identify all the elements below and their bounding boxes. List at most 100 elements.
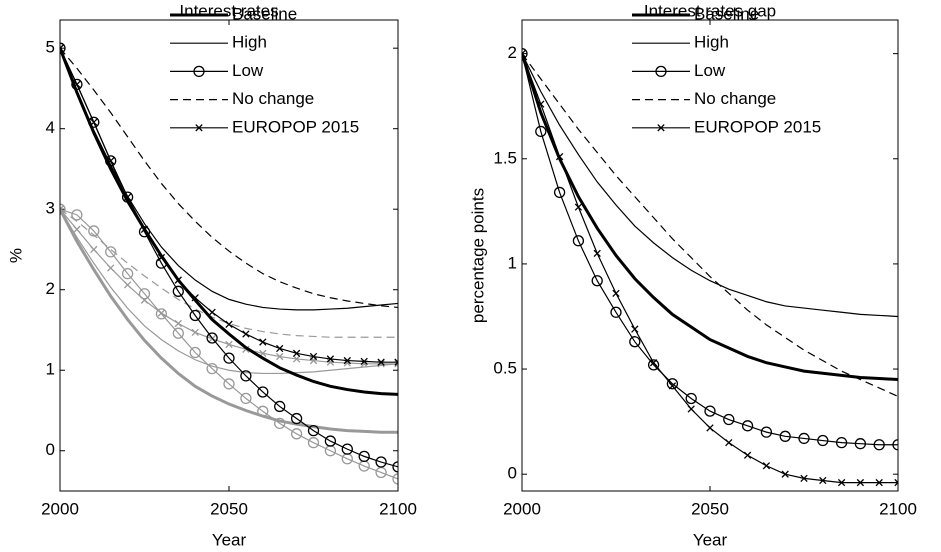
marker <box>574 203 583 211</box>
marker <box>138 288 151 300</box>
marker <box>223 378 235 390</box>
marker <box>666 378 679 390</box>
marker <box>358 450 370 463</box>
marker <box>307 437 320 449</box>
y-tick-label: 2 <box>508 43 517 62</box>
marker <box>174 319 182 328</box>
marker <box>762 462 771 470</box>
marker <box>324 435 337 447</box>
marker <box>71 209 83 221</box>
marker <box>223 352 235 364</box>
marker <box>854 438 867 450</box>
x-axis-label: Year <box>693 530 728 549</box>
marker <box>655 65 667 78</box>
marker <box>894 478 898 487</box>
marker <box>189 346 201 359</box>
marker <box>105 155 117 167</box>
marker <box>71 78 83 91</box>
marker <box>276 352 284 361</box>
marker <box>60 205 64 213</box>
marker <box>292 349 301 357</box>
marker <box>723 413 735 426</box>
marker <box>121 267 134 280</box>
marker <box>837 478 846 487</box>
marker <box>341 443 353 455</box>
legend-label: Low <box>232 61 264 80</box>
legend-label: Baseline <box>232 4 297 23</box>
x-axis-label: Year <box>212 530 247 549</box>
plot-area <box>522 47 898 487</box>
marker <box>392 461 398 473</box>
marker <box>73 80 81 89</box>
marker <box>706 424 714 432</box>
marker <box>174 276 182 284</box>
series-line <box>522 53 898 318</box>
marker <box>704 405 716 417</box>
y-tick-label: 4 <box>46 118 55 137</box>
marker <box>290 428 303 440</box>
marker <box>553 186 566 199</box>
marker <box>741 420 754 432</box>
marker <box>90 245 98 254</box>
series-line <box>60 208 398 434</box>
marker <box>107 264 115 272</box>
legend-label: Low <box>694 61 726 80</box>
marker <box>375 456 387 468</box>
y-tick-label: 1.5 <box>493 148 517 167</box>
marker <box>172 285 184 297</box>
x-tick-label: 2100 <box>379 499 417 518</box>
marker <box>140 296 149 304</box>
marker <box>687 405 695 413</box>
marker <box>326 355 335 363</box>
marker <box>123 193 132 201</box>
marker <box>88 225 100 237</box>
series-line <box>60 47 398 363</box>
marker <box>242 330 250 338</box>
legend-label: EUROPOP 2015 <box>694 117 821 136</box>
y-axis-label: percentage points <box>468 188 487 323</box>
marker <box>90 118 98 126</box>
x-tick-label: 2050 <box>210 499 248 518</box>
marker <box>779 430 791 442</box>
marker <box>537 100 545 108</box>
y-tick-label: 1 <box>508 253 517 272</box>
marker <box>60 203 66 215</box>
marker <box>522 49 526 58</box>
marker <box>781 470 789 478</box>
legend-label: High <box>232 33 267 52</box>
marker <box>225 320 233 328</box>
marker <box>649 359 658 367</box>
marker <box>631 325 639 333</box>
marker <box>819 476 827 485</box>
marker <box>394 358 398 366</box>
marker <box>593 249 601 258</box>
marker <box>798 432 810 445</box>
marker <box>760 426 773 438</box>
marker <box>629 336 641 348</box>
y-axis-label: % <box>6 248 25 263</box>
marker <box>377 358 385 366</box>
marker <box>856 478 865 487</box>
x-tick-label: 2000 <box>503 499 541 518</box>
legend-label: Baseline <box>694 4 759 23</box>
marker <box>392 473 398 485</box>
legend-label: EUROPOP 2015 <box>232 117 359 136</box>
y-tick-label: 0.5 <box>493 359 517 378</box>
marker <box>140 225 149 233</box>
marker <box>155 308 168 320</box>
marker <box>225 340 233 349</box>
series-line <box>522 53 898 446</box>
axes-box <box>59 19 399 492</box>
marker <box>138 226 151 238</box>
marker <box>195 124 203 132</box>
marker <box>60 42 66 54</box>
marker <box>668 382 677 390</box>
marker <box>555 153 564 161</box>
marker <box>60 44 64 52</box>
series-line <box>522 53 898 382</box>
marker <box>309 352 318 361</box>
marker <box>193 65 205 78</box>
x-tick-label: 2000 <box>41 499 79 518</box>
marker <box>343 356 351 365</box>
